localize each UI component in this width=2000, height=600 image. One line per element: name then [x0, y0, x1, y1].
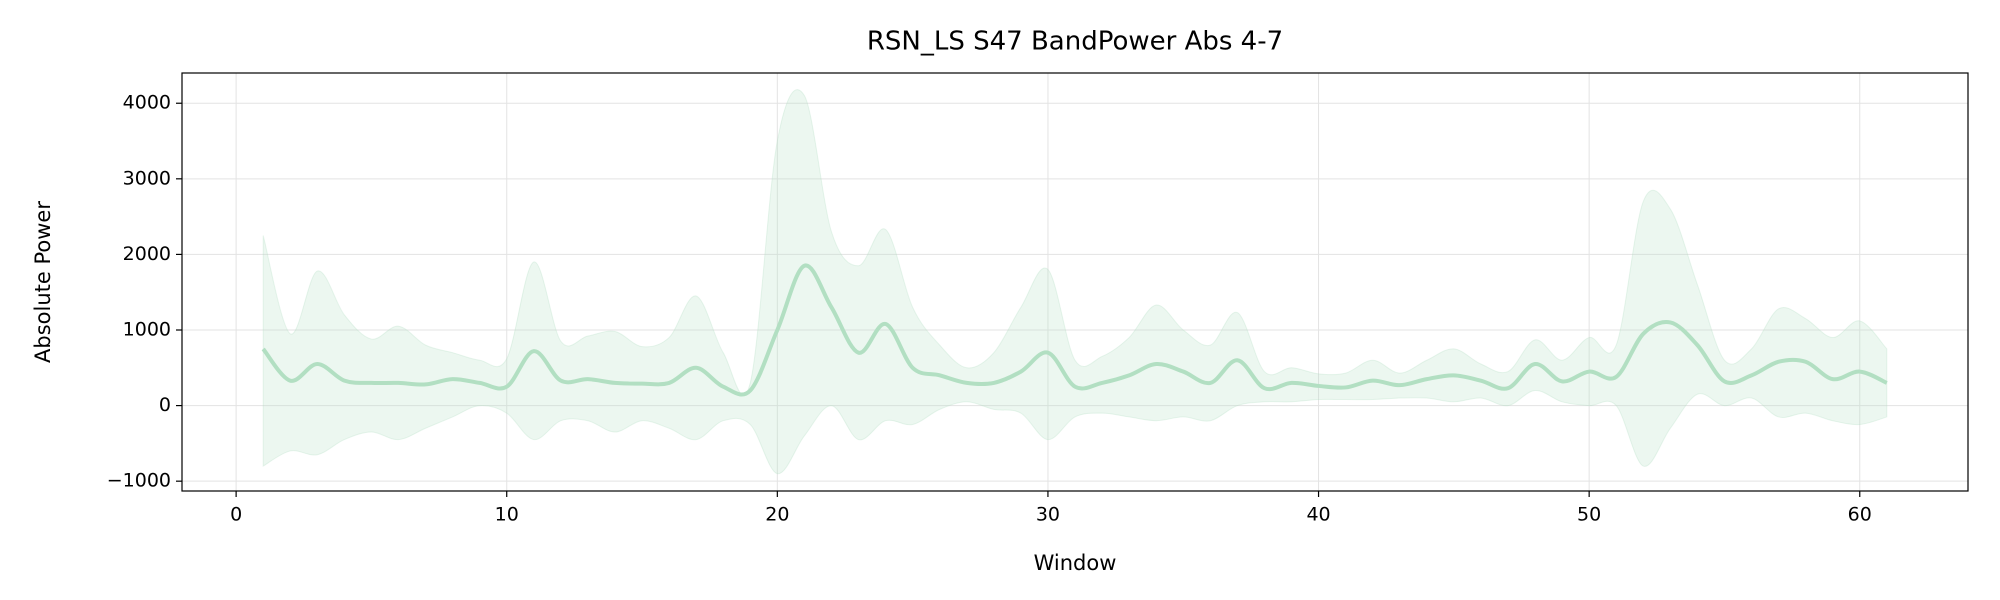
x-tick-label: 50 [1577, 504, 1601, 526]
y-tick-label: 0 [159, 394, 171, 416]
plot-frame [181, 72, 1969, 492]
y-tick-label: 4000 [123, 92, 171, 114]
x-tick-label: 30 [1036, 504, 1060, 526]
y-tick-label: 1000 [123, 318, 171, 340]
x-tick-label: 0 [230, 504, 242, 526]
band-area [262, 89, 1888, 475]
y-tick-label: −1000 [107, 470, 171, 492]
y-tick-label: 2000 [123, 243, 171, 265]
line [261, 263, 1888, 397]
y-tick-label: 3000 [123, 167, 171, 189]
x-tick-label: 10 [495, 504, 519, 526]
chart-title: RSN_LS S47 BandPower Abs 4-7 [867, 27, 1283, 57]
x-tick-label: 40 [1306, 504, 1330, 526]
x-tick-label: 20 [765, 504, 789, 526]
x-tick-label: 60 [1848, 504, 1872, 526]
y-axis-label: Absolute Power [31, 201, 55, 363]
x-axis-label: Window [1034, 551, 1117, 575]
